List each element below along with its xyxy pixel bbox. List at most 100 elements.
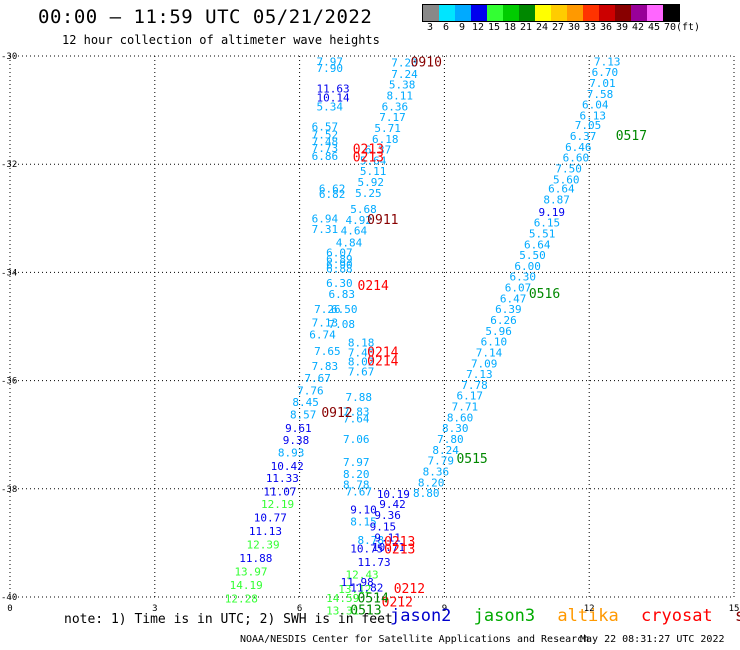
wave-height-point: 10.14 — [316, 92, 349, 105]
wave-height-point: 6.74 — [309, 329, 336, 342]
credit-line: NOAA/NESDIS Center for Satellite Applica… — [240, 634, 590, 645]
wave-height-point: 8.24 — [432, 444, 459, 457]
wave-height-point: 8.80 — [413, 487, 440, 500]
wave-height-point: 4.84 — [336, 237, 363, 250]
wave-height-point: 10.75 — [350, 542, 383, 555]
wave-height-point: 6.60 — [563, 152, 590, 165]
wave-height-point: 6.88 — [326, 263, 353, 276]
wave-height-point: 9.19 — [539, 206, 566, 219]
color-scale-label: 15 — [487, 22, 501, 33]
wave-height-point: 6.39 — [495, 303, 521, 316]
color-swatch-24 — [535, 5, 551, 21]
wave-height-point: 7.50 — [555, 163, 582, 176]
x-tick-label: 3 — [152, 604, 157, 614]
data-points: 7.237.245.388.116.367.175.716.186.375.64… — [225, 55, 621, 617]
color-scale-label: 6 — [442, 22, 450, 33]
wave-height-point: 4.64 — [341, 225, 368, 238]
wave-height-point: 6.89 — [326, 253, 353, 266]
color-swatch-27 — [551, 5, 567, 21]
color-scale-label: 42 — [631, 22, 645, 33]
color-scale-label: 39 — [615, 22, 629, 33]
wave-height-point: 8.20 — [418, 476, 445, 489]
color-scale-bar — [422, 4, 680, 22]
wave-height-point: 5.92 — [358, 176, 385, 189]
x-tick-label: 12 — [584, 604, 595, 614]
color-swatch-3 — [423, 5, 439, 21]
color-swatch-15 — [487, 5, 503, 21]
wave-height-point: 7.17 — [379, 111, 406, 124]
wave-height-point: 7.58 — [587, 88, 614, 101]
wave-height-point: 7.67 — [345, 486, 372, 499]
pass-time-label: 0514 — [358, 592, 389, 607]
y-tick-label: -40 — [1, 593, 17, 603]
wave-height-point: 5.64 — [360, 154, 387, 167]
wave-height-point: 11.73 — [358, 556, 391, 569]
pass-time-label: 0214 — [358, 279, 389, 294]
pass-time-label: 0213 — [353, 143, 384, 158]
color-swatch-6 — [439, 5, 455, 21]
wave-height-point: 7.48 — [312, 135, 339, 148]
wave-height-point: 9.42 — [379, 498, 406, 511]
wave-height-point: 9.11 — [374, 531, 401, 544]
generated-timestamp: May 22 08:31:27 UTC 2022 — [580, 634, 725, 645]
wave-height-point: 10.71 — [372, 541, 405, 554]
wave-height-point: 8.36 — [423, 465, 450, 478]
color-swatch-39 — [615, 5, 631, 21]
wave-height-point: 6.07 — [326, 246, 353, 259]
wave-height-point: 13.12 — [338, 583, 371, 596]
wave-height-point: 7.67 — [348, 365, 375, 378]
color-scale-label: 45 — [647, 22, 661, 33]
wave-height-point: 6.37 — [570, 130, 597, 143]
wave-height-point: 8.78 — [358, 534, 385, 547]
wave-height-point: 8.87 — [543, 193, 570, 206]
legend-jason3: jason3 — [473, 606, 536, 626]
color-swatch-36 — [599, 5, 615, 21]
wave-height-point: 8.60 — [447, 411, 474, 424]
wave-height-point: 8.30 — [442, 422, 469, 435]
wave-height-point: 4.92 — [345, 214, 372, 227]
pass-time-label: 0912 — [321, 406, 352, 421]
pass-time-label: 0212 — [382, 595, 413, 610]
wave-height-point: 6.17 — [456, 390, 483, 403]
wave-height-point: 8.18 — [348, 337, 375, 350]
wave-height-point: 10.42 — [271, 460, 304, 473]
color-swatch-12 — [471, 5, 487, 21]
color-scale-label: 24 — [535, 22, 549, 33]
x-tick-label: 9 — [442, 604, 447, 614]
wave-height-point: 8.15 — [350, 515, 377, 528]
wave-height-point: 6.04 — [582, 99, 609, 112]
pass-time-label: 0513 — [350, 604, 381, 619]
pass-time-label: 0214 — [367, 345, 398, 360]
wave-height-point: 12.28 — [225, 593, 258, 606]
color-swatch-18 — [503, 5, 519, 21]
wave-height-point: 11.33 — [266, 472, 299, 485]
wave-height-point: 6.70 — [592, 66, 619, 79]
color-scale-label: 30 — [567, 22, 581, 33]
color-scale-label: 36 — [599, 22, 613, 33]
wave-height-point: 12.43 — [345, 568, 378, 581]
wave-height-point: 5.96 — [485, 325, 512, 338]
wave-height-point: 6.57 — [312, 120, 339, 133]
color-swatch-33 — [583, 5, 599, 21]
wave-height-point: 7.97 — [316, 55, 343, 68]
wave-height-point: 5.50 — [519, 249, 546, 262]
wave-height-point: 6.90 — [326, 258, 353, 271]
wave-height-point: 7.23 — [391, 56, 418, 69]
wave-height-point: 9.38 — [283, 434, 310, 447]
color-swatch-70 — [663, 5, 679, 21]
wave-height-point: 12.19 — [261, 498, 294, 511]
wave-height-point: 7.90 — [316, 62, 343, 75]
wave-height-point: 7.31 — [312, 223, 339, 236]
wave-height-point: 6.07 — [505, 282, 532, 295]
pass-time-label: 0516 — [529, 287, 560, 302]
y-tick-label: -30 — [1, 52, 17, 62]
wave-height-point: 6.36 — [382, 100, 409, 113]
pass-time-label: 0213 — [384, 535, 415, 550]
wave-height-point: 7.01 — [589, 77, 616, 90]
y-tick-label: -32 — [1, 160, 17, 170]
x-tick-label: 0 — [7, 604, 12, 614]
color-scale-label: 9 — [458, 22, 466, 33]
legend-altika: altika — [557, 606, 619, 626]
y-tick-label: -38 — [1, 485, 17, 495]
